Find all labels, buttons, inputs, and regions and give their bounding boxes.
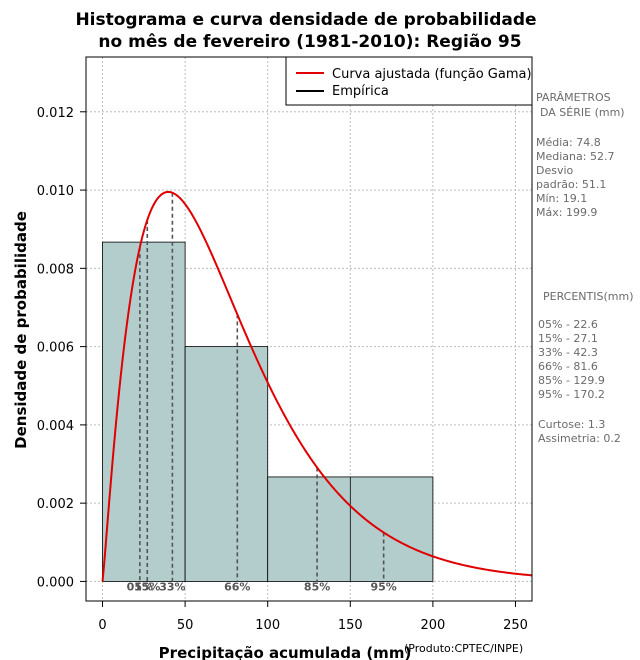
side-panel: PARÂMETROS DA SÉRIE (mm) Média: 74.8 Med… — [536, 91, 634, 445]
percentil-85: 85% - 129.9 — [538, 374, 605, 387]
chart-title-line2: no mês de fevereiro (1981-2010): Região … — [98, 32, 521, 52]
percentis-title: PERCENTIS(mm) — [543, 290, 634, 303]
percentil-95: 95% - 170.2 — [538, 388, 605, 401]
y-axis: 0.000 0.002 0.004 0.006 0.008 0.010 0.012 — [37, 106, 86, 590]
x-tick-label-4: 200 — [420, 618, 445, 633]
percentile-label-1: 15% — [134, 580, 160, 593]
legend-label-empirical: Empírica — [332, 84, 389, 99]
y-tick-label-3: 0.006 — [37, 341, 74, 356]
x-tick-label-0: 0 — [98, 618, 106, 633]
param-desvio-1: Desvio — [536, 164, 574, 177]
percentil-15: 15% - 27.1 — [538, 332, 598, 345]
y-tick-label-2: 0.004 — [37, 419, 74, 434]
histogram-bar-1 — [184, 346, 269, 582]
percentil-66: 66% - 81.6 — [538, 360, 598, 373]
param-min: Mín: 19.1 — [536, 192, 587, 205]
percentile-label-2: 33% — [159, 580, 185, 593]
percentile-labels: 05%15%33% 66% 85% 95% — [127, 580, 397, 593]
percentil-33: 33% - 42.3 — [538, 346, 598, 359]
param-assimetria: Assimetria: 0.2 — [538, 432, 621, 445]
percentile-label-4: 85% — [304, 580, 330, 593]
param-mediana: Mediana: 52.7 — [536, 150, 614, 163]
x-tick-label-3: 150 — [338, 618, 363, 633]
y-tick-label-5: 0.010 — [37, 184, 74, 199]
params-title-1: PARÂMETROS — [536, 91, 611, 104]
legend: Curva ajustada (função Gama) Empírica — [285, 56, 533, 106]
param-desvio-2: padrão: 51.1 — [536, 178, 606, 191]
x-tick-label-5: 250 — [503, 618, 528, 633]
x-axis: 0 50 100 150 200 250 — [98, 601, 528, 633]
percentile-label-5: 95% — [370, 580, 396, 593]
y-axis-title: Densidade de probabilidade — [12, 211, 30, 449]
x-tick-label-1: 50 — [177, 618, 194, 633]
y-tick-label-4: 0.008 — [37, 262, 74, 277]
param-max: Máx: 199.9 — [536, 206, 597, 219]
legend-label-curve: Curva ajustada (função Gama) — [332, 67, 532, 82]
percentile-label-3: 66% — [224, 580, 250, 593]
param-curtose: Curtose: 1.3 — [538, 418, 605, 431]
credit-text: (Produto:CPTEC/INPE) — [404, 642, 523, 655]
x-axis-title: Precipitação acumulada (mm) — [159, 644, 412, 660]
params-title-2: DA SÉRIE (mm) — [540, 106, 625, 119]
legend-box — [285, 56, 533, 106]
y-tick-label-6: 0.012 — [37, 106, 74, 121]
gamma-density-curve — [101, 190, 533, 582]
param-media: Média: 74.8 — [536, 136, 601, 149]
curve-layer — [101, 190, 533, 582]
chart-title-line1: Histograma e curva densidade de probabil… — [75, 10, 536, 30]
percentile-lines — [139, 192, 385, 582]
percentile-label-0: 05% — [127, 580, 153, 593]
percentil-05: 05% - 22.6 — [538, 318, 598, 331]
y-tick-label-1: 0.002 — [37, 497, 74, 512]
y-tick-label-0: 0.000 — [37, 575, 74, 590]
x-tick-label-2: 100 — [255, 618, 280, 633]
